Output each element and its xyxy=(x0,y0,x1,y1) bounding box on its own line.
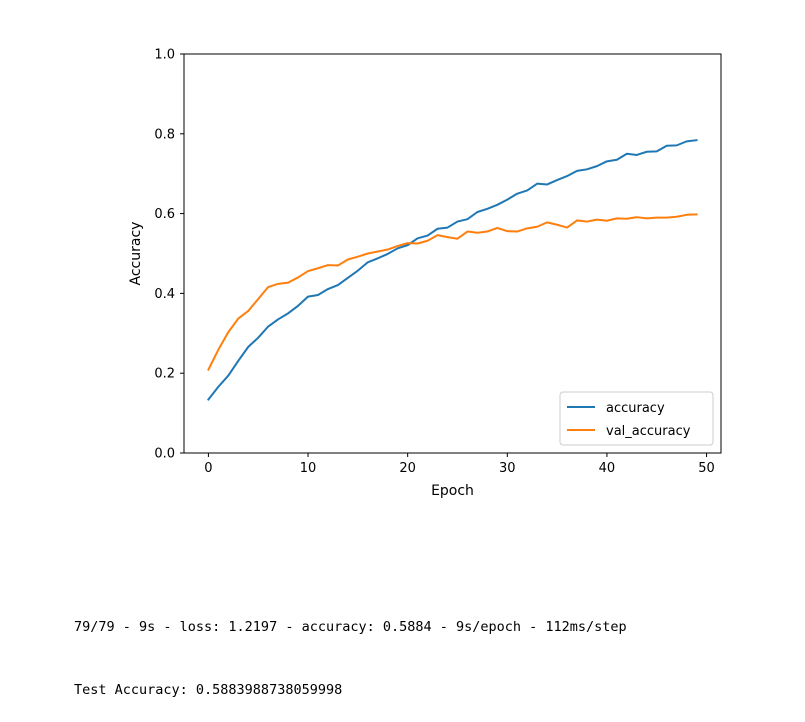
legend: accuracy val_accuracy xyxy=(559,391,714,446)
series-lines xyxy=(207,139,698,401)
x-tick-label: 10 xyxy=(300,461,317,476)
y-tick-label: 0.6 xyxy=(154,207,175,222)
y-tick-label: 0.4 xyxy=(154,287,175,302)
x-tick-label: 30 xyxy=(499,461,516,476)
legend-label: accuracy xyxy=(606,401,665,416)
x-tick-label: 50 xyxy=(698,461,715,476)
x-axis-label: Epoch xyxy=(431,483,474,499)
x-tick-label: 0 xyxy=(204,461,212,476)
y-axis-ticks: 0.0 0.2 0.4 0.6 0.8 1.0 xyxy=(154,48,184,462)
x-tick-label: 40 xyxy=(599,461,616,476)
x-tick-label: 20 xyxy=(399,461,416,476)
x-axis-ticks: 0 10 20 30 40 50 xyxy=(204,453,715,476)
console-line-eval: 79/79 - 9s - loss: 1.2197 - accuracy: 0.… xyxy=(74,619,627,635)
legend-box xyxy=(559,391,714,446)
series-line-val-accuracy xyxy=(207,213,698,371)
legend-label: val_accuracy xyxy=(606,424,691,439)
plot-frame xyxy=(183,53,722,454)
y-tick-label: 0.2 xyxy=(154,367,175,382)
console-line-test-accuracy: Test Accuracy: 0.5883988738059998 xyxy=(74,682,343,698)
y-tick-label: 0.8 xyxy=(154,127,175,142)
console-output: 79/79 - 9s - loss: 1.2197 - accuracy: 0.… xyxy=(74,575,627,722)
y-axis-label: Accuracy xyxy=(128,222,144,286)
y-tick-label: 1.0 xyxy=(154,48,175,63)
series-line-accuracy xyxy=(207,139,698,401)
accuracy-chart: 0 10 20 30 40 50 0.0 0.2 0.4 0.6 0.8 1.0 Epoch Acc… xyxy=(128,48,722,499)
y-tick-label: 0.0 xyxy=(154,447,175,462)
